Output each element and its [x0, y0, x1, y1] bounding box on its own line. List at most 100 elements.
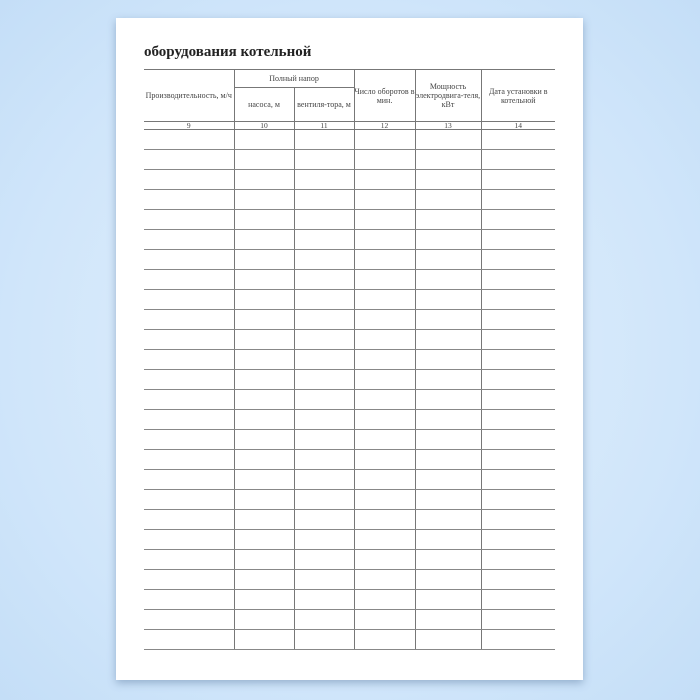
- table-cell: [353, 329, 416, 350]
- table-cell: [233, 329, 295, 350]
- table-cell: [293, 589, 355, 610]
- table-cell: [414, 489, 482, 510]
- column-number: 11: [293, 121, 355, 130]
- table-cell: [233, 429, 295, 450]
- table-row: [144, 389, 556, 410]
- table-cell: [414, 429, 482, 450]
- table-cell: [293, 169, 355, 190]
- table-cell: [414, 129, 482, 150]
- table-row: [144, 329, 556, 350]
- table-cell: [293, 369, 355, 390]
- table-row: [144, 269, 556, 290]
- table-cell: [480, 349, 556, 370]
- table-cell: [144, 329, 235, 350]
- header-productivity: Производительность, м/ч: [144, 69, 235, 122]
- table-cell: [480, 549, 556, 570]
- table-cell: [414, 389, 482, 410]
- table-cell: [293, 249, 355, 270]
- table-cell: [144, 149, 235, 170]
- table-cell: [233, 369, 295, 390]
- table-cell: [144, 189, 235, 210]
- table-cell: [353, 209, 416, 230]
- table-cell: [144, 389, 235, 410]
- table-cell: [293, 289, 355, 310]
- table-cell: [353, 449, 416, 470]
- table-cell: [480, 489, 556, 510]
- table-cell: [144, 529, 235, 550]
- table-cell: [233, 629, 295, 650]
- table-cell: [144, 429, 235, 450]
- table-cell: [233, 129, 295, 150]
- column-number: 10: [233, 121, 295, 130]
- table-cell: [293, 189, 355, 210]
- table-cell: [414, 529, 482, 550]
- table-cell: [414, 549, 482, 570]
- table-cell: [414, 269, 482, 290]
- table-cell: [353, 149, 416, 170]
- table-row: [144, 209, 556, 230]
- table-cell: [233, 469, 295, 490]
- table-cell: [144, 469, 235, 490]
- table-row: [144, 629, 556, 650]
- table-cell: [480, 389, 556, 410]
- table-cell: [480, 529, 556, 550]
- table-cell: [233, 229, 295, 250]
- table-cell: [480, 569, 556, 590]
- table-cell: [293, 549, 355, 570]
- column-numbers-row: 9 10 11 12 13 14: [144, 121, 556, 130]
- table-row: [144, 309, 556, 330]
- table-cell: [480, 169, 556, 190]
- header-rpm: Число оборотов в мин.: [353, 69, 416, 122]
- table-cell: [144, 229, 235, 250]
- table-cell: [233, 509, 295, 530]
- table-cell: [414, 609, 482, 630]
- column-number: 9: [144, 121, 235, 130]
- table-cell: [233, 149, 295, 170]
- table-cell: [414, 309, 482, 330]
- table-cell: [293, 229, 355, 250]
- table-cell: [353, 429, 416, 450]
- table-cell: [293, 529, 355, 550]
- table-row: [144, 189, 556, 210]
- table-cell: [293, 269, 355, 290]
- table-row: [144, 409, 556, 430]
- table-cell: [353, 529, 416, 550]
- table-cell: [293, 469, 355, 490]
- table-cell: [353, 249, 416, 270]
- header-power: Мощность электродвига-теля, кВт: [414, 69, 482, 122]
- table-cell: [480, 309, 556, 330]
- table-cell: [233, 209, 295, 230]
- table-row: [144, 509, 556, 530]
- table-cell: [353, 129, 416, 150]
- table-cell: [293, 409, 355, 430]
- table-cell: [353, 229, 416, 250]
- table-cell: [144, 489, 235, 510]
- table-cell: [480, 449, 556, 470]
- table-row: [144, 589, 556, 610]
- table-cell: [293, 629, 355, 650]
- table-cell: [144, 209, 235, 230]
- table-cell: [233, 249, 295, 270]
- table-cell: [414, 209, 482, 230]
- table-cell: [414, 569, 482, 590]
- table-cell: [353, 609, 416, 630]
- table-cell: [144, 509, 235, 530]
- table-cell: [293, 429, 355, 450]
- table-cell: [480, 129, 556, 150]
- table-cell: [293, 129, 355, 150]
- table-cell: [233, 309, 295, 330]
- table-cell: [233, 189, 295, 210]
- table-row: [144, 569, 556, 590]
- table-row: [144, 289, 556, 310]
- header-pump: насоса, м: [233, 87, 295, 122]
- table-row: [144, 429, 556, 450]
- table-cell: [414, 369, 482, 390]
- table-cell: [414, 149, 482, 170]
- table-cell: [480, 469, 556, 490]
- table-cell: [233, 289, 295, 310]
- table-cell: [414, 629, 482, 650]
- header-full-head: Полный напор: [233, 69, 355, 88]
- table-cell: [480, 629, 556, 650]
- table-cell: [233, 489, 295, 510]
- table-cell: [480, 209, 556, 230]
